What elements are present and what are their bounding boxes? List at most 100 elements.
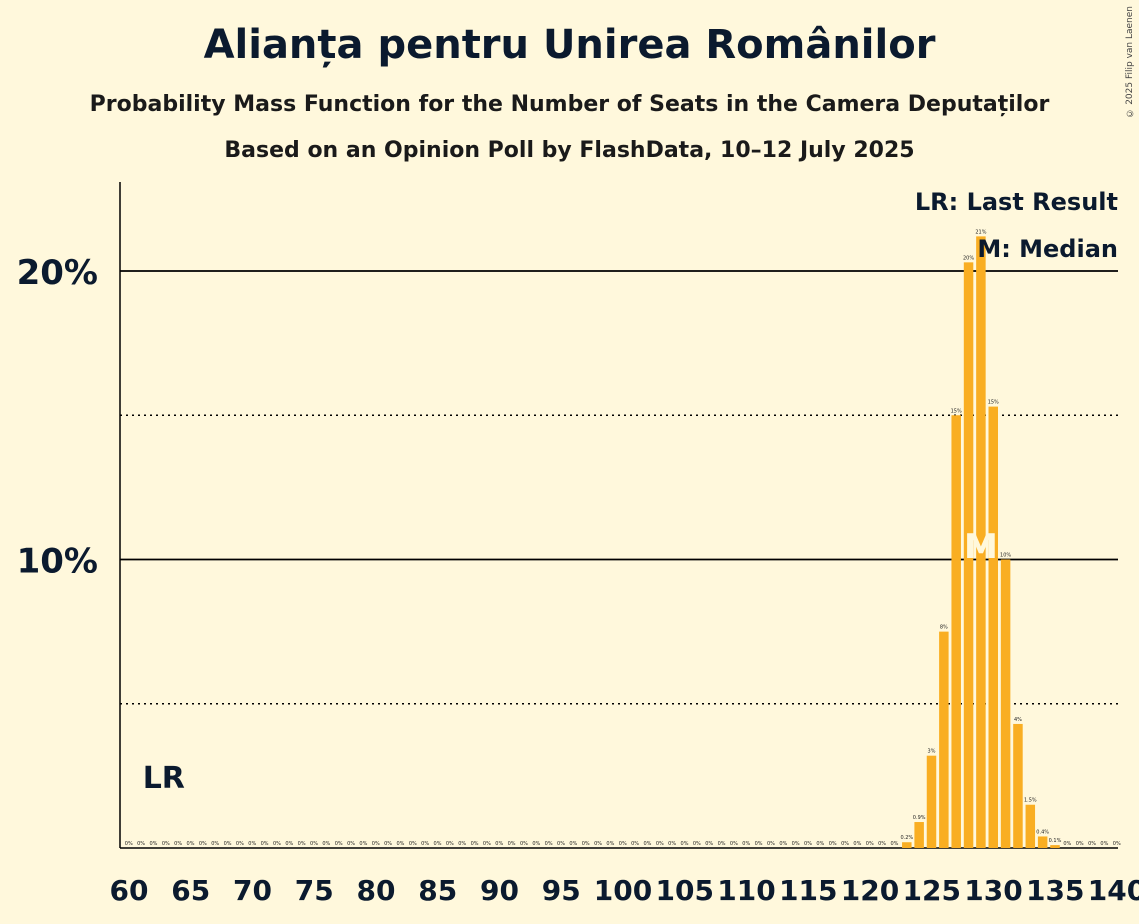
bar-value-label: 0.2% xyxy=(900,835,913,841)
bar-value-label: 0% xyxy=(742,841,750,847)
x-tick-label: 125 xyxy=(903,874,961,907)
bar-value-label: 0% xyxy=(310,841,318,847)
y-tick-label: 20% xyxy=(17,253,98,293)
bar-value-label: 0% xyxy=(730,841,738,847)
bar-value-label: 0% xyxy=(396,841,404,847)
bar xyxy=(951,415,961,848)
x-tick-label: 100 xyxy=(594,874,652,907)
x-tick-label: 140 xyxy=(1088,874,1139,907)
bar-value-label: 0% xyxy=(643,841,651,847)
last-result-marker: LR xyxy=(143,761,185,796)
bar-value-label: 0% xyxy=(384,841,392,847)
bar-value-label: 3% xyxy=(928,749,936,755)
bar-value-label: 20% xyxy=(963,255,974,261)
bar-value-label: 0% xyxy=(606,841,614,847)
bar xyxy=(926,755,937,848)
bar-value-label: 0% xyxy=(767,841,775,847)
x-tick-label: 80 xyxy=(357,874,396,907)
bar-value-label: 0% xyxy=(557,841,565,847)
bar-series xyxy=(902,236,1060,849)
chart-subtitle: Probability Mass Function for the Number… xyxy=(89,92,1050,117)
bar-value-label: 0% xyxy=(841,841,849,847)
bar-value-label: 0% xyxy=(1100,841,1108,847)
bar-value-label: 0% xyxy=(1088,841,1096,847)
bar-value-label: 0% xyxy=(779,841,787,847)
x-tick-label: 95 xyxy=(542,874,581,907)
bar-value-label: 0% xyxy=(236,841,244,847)
bar-value-label: 0% xyxy=(569,841,577,847)
x-tick-label: 110 xyxy=(717,874,775,907)
bar-value-label: 0% xyxy=(668,841,676,847)
bar-value-label: 0% xyxy=(285,841,293,847)
bar-value-label: 15% xyxy=(951,408,962,414)
bar-value-label: 0.1% xyxy=(1049,838,1062,844)
bar-value-label: 0% xyxy=(372,841,380,847)
bar-value-label: 1.5% xyxy=(1024,798,1037,804)
bar-value-label: 0% xyxy=(149,841,157,847)
chart-title: Alianța pentru Unirea Românilor xyxy=(203,22,936,68)
bar-value-label: 0% xyxy=(199,841,207,847)
x-tick-label: 85 xyxy=(418,874,457,907)
bar-value-label: 0% xyxy=(347,841,355,847)
bar xyxy=(1025,804,1036,848)
y-tick-label: 10% xyxy=(17,542,98,582)
bar-value-label: 0% xyxy=(1076,841,1084,847)
bar-value-label: 0% xyxy=(619,841,627,847)
median-marker: M xyxy=(964,527,998,567)
bar-value-label: 0% xyxy=(495,841,503,847)
bar-value-label: 0% xyxy=(545,841,553,847)
x-tick-label: 90 xyxy=(480,874,519,907)
bar-value-label: 0% xyxy=(681,841,689,847)
bar-value-label: 0.9% xyxy=(913,815,926,821)
bar-value-label: 0% xyxy=(890,841,898,847)
bar-value-label: 10% xyxy=(1000,553,1011,559)
bar-value-label: 0% xyxy=(532,841,540,847)
bar xyxy=(1013,723,1023,848)
bar-value-label: 0% xyxy=(594,841,602,847)
bar xyxy=(914,822,924,848)
bar-value-label: 0% xyxy=(359,841,367,847)
bar-value-label: 21% xyxy=(975,229,986,235)
bar-value-labels: 0% 0% 0% 0% 0% 0% 0% 0% 0% 0% 0% 0% 0% 0% 0% 0% 0% 0% 0% 0%… xyxy=(125,229,1121,847)
bar-value-label: 0% xyxy=(458,841,466,847)
bar-value-label: 0% xyxy=(508,841,516,847)
bar-value-label: 0% xyxy=(409,841,417,847)
bar-value-label: 0% xyxy=(631,841,639,847)
bar-value-label: 0% xyxy=(483,841,491,847)
bar-value-label: 0% xyxy=(174,841,182,847)
bar-value-label: 0% xyxy=(298,841,306,847)
legend-median: M: Median xyxy=(977,235,1118,263)
bar-value-label: 0% xyxy=(162,841,170,847)
bar-value-label: 0% xyxy=(582,841,590,847)
bar-value-label: 0% xyxy=(755,841,763,847)
bar-value-label: 0% xyxy=(853,841,861,847)
bar-value-label: 0% xyxy=(792,841,800,847)
x-tick-label: 60 xyxy=(110,874,149,907)
bar-value-label: 0% xyxy=(335,841,343,847)
bar-value-label: 0% xyxy=(187,841,195,847)
bar-value-label: 0% xyxy=(137,841,145,847)
x-tick-label: 70 xyxy=(233,874,272,907)
x-tick-label: 65 xyxy=(171,874,210,907)
bar xyxy=(939,631,949,848)
x-tick-label: 135 xyxy=(1026,874,1084,907)
bar-value-label: 15% xyxy=(988,400,999,406)
bar-value-label: 0% xyxy=(705,841,713,847)
bar-value-label: 0% xyxy=(446,841,454,847)
bar-value-label: 0% xyxy=(656,841,664,847)
bar-value-label: 0% xyxy=(224,841,232,847)
bar xyxy=(988,406,998,848)
bar-value-label: 0% xyxy=(829,841,837,847)
bar-value-label: 0% xyxy=(520,841,528,847)
bar-value-label: 0% xyxy=(866,841,874,847)
bar-value-label: 0% xyxy=(804,841,812,847)
bar-value-label: 0% xyxy=(125,841,133,847)
bar-value-label: 4% xyxy=(1014,717,1022,723)
bar xyxy=(1000,559,1011,848)
bar-value-label: 0.4% xyxy=(1036,829,1049,835)
bar-value-label: 0% xyxy=(471,841,479,847)
bar xyxy=(1037,836,1048,848)
bar-value-label: 0% xyxy=(1063,841,1071,847)
bar-value-label: 0% xyxy=(878,841,886,847)
x-tick-label: 75 xyxy=(295,874,334,907)
